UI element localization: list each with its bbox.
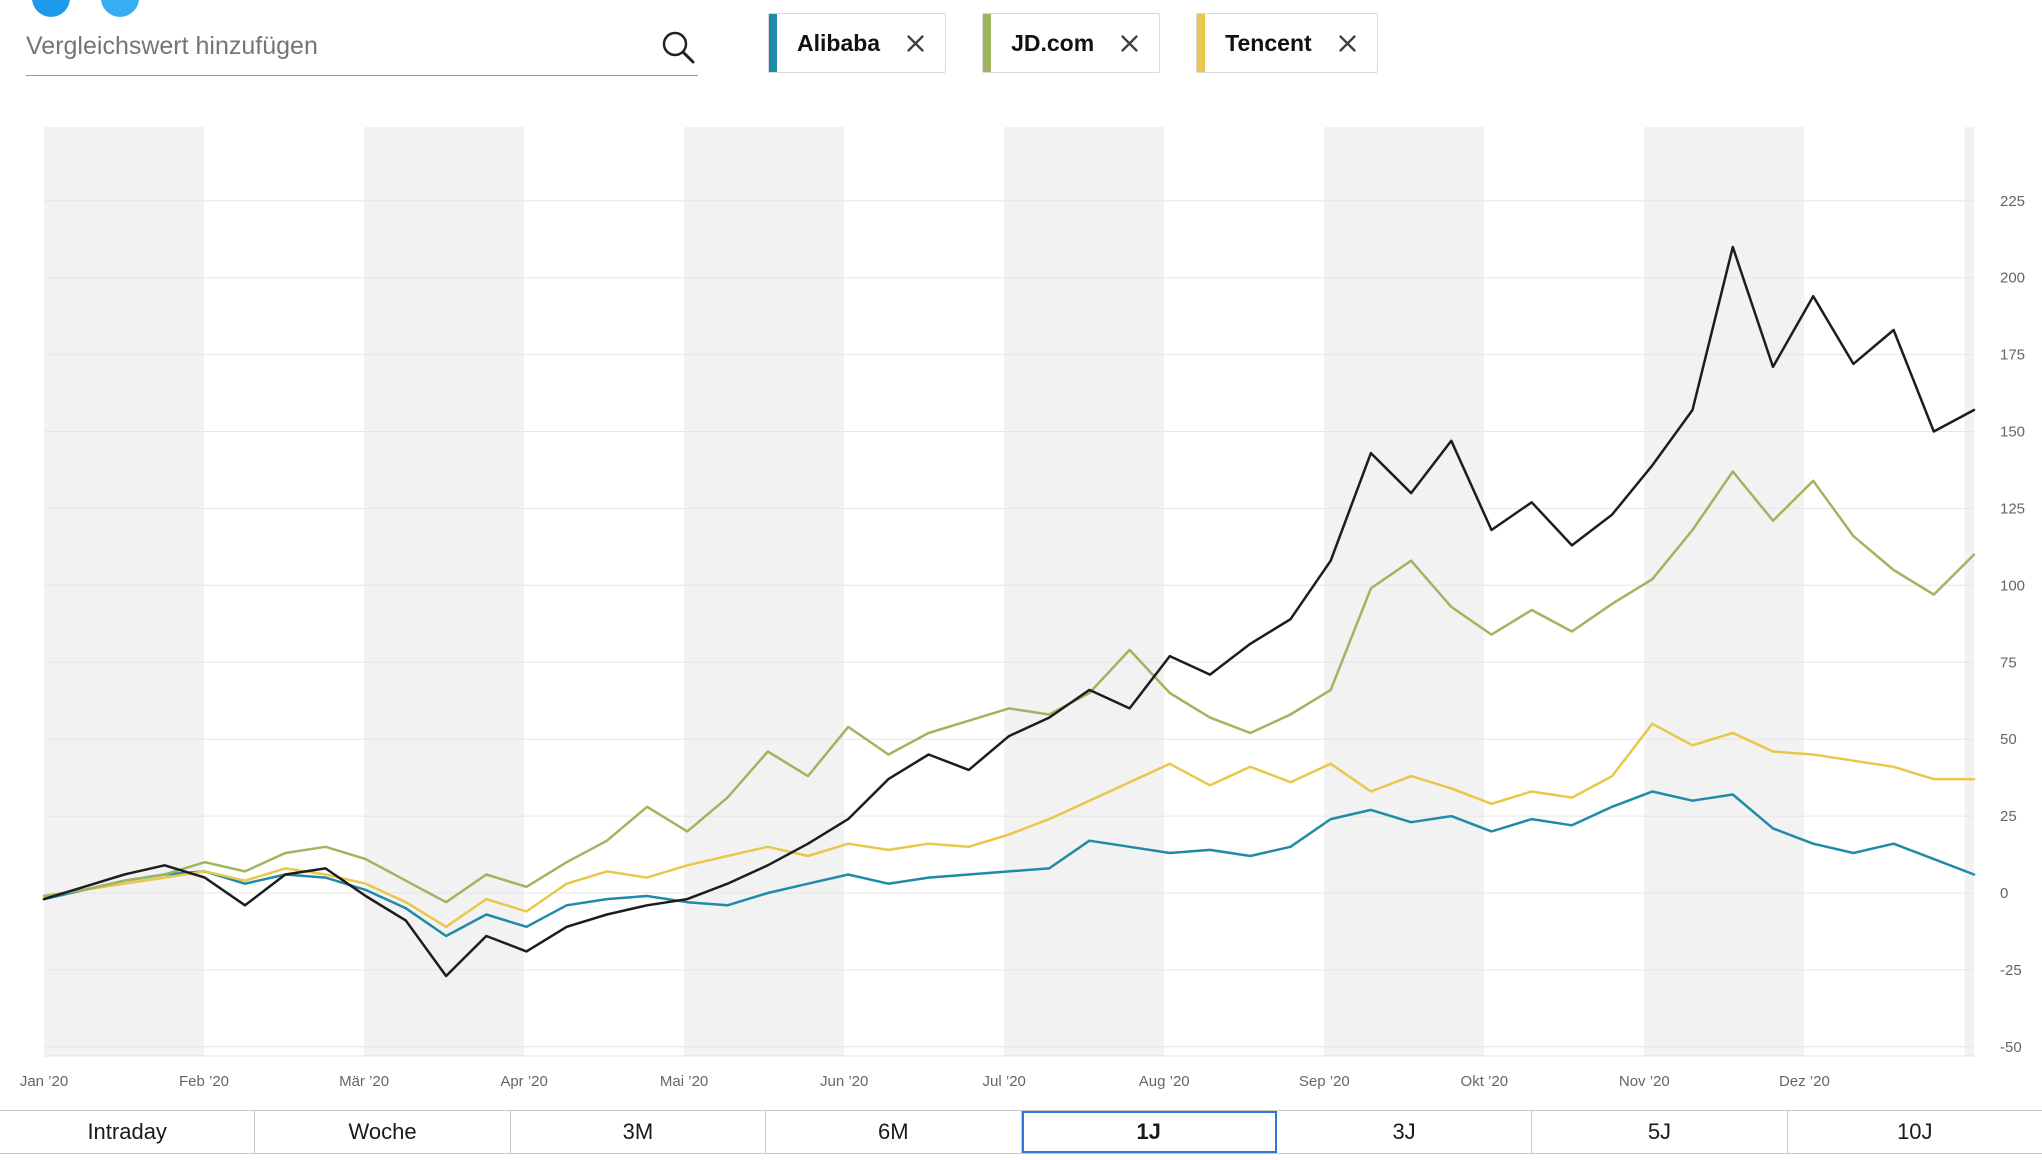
y-tick-label: -25 — [2000, 962, 2022, 979]
compare-search-field[interactable] — [26, 18, 698, 76]
x-tick-label: Feb ’20 — [179, 1073, 229, 1090]
y-tick-label: 175 — [2000, 347, 2025, 364]
tab-5j[interactable]: 5J — [1532, 1111, 1788, 1153]
y-tick-label: 225 — [2000, 193, 2025, 210]
x-tick-label: Sep ’20 — [1299, 1073, 1350, 1090]
performance-chart: 225 200 175 150 125 100 75 50 25 0 -25 -50 Jan ’20 Fe… — [20, 127, 2025, 1090]
close-icon — [907, 34, 924, 52]
x-tick-label: Okt ’20 — [1461, 1073, 1509, 1090]
x-tick-label: Mai ’20 — [660, 1073, 708, 1090]
cropped-circle-icon-1[interactable] — [32, 0, 70, 17]
x-tick-label: Aug ’20 — [1139, 1073, 1190, 1090]
tab-3j[interactable]: 3J — [1276, 1111, 1533, 1153]
chip-close-button-tencent[interactable] — [1336, 32, 1359, 55]
tab-3m[interactable]: 3M — [510, 1111, 767, 1153]
chip-alibaba: Alibaba — [768, 13, 947, 73]
series-line-tencent — [42, 722, 1976, 929]
chip-close-button-jd-com[interactable] — [1118, 32, 1141, 55]
x-tick-label: Jan ’20 — [20, 1073, 68, 1090]
chip-color-bar — [983, 14, 992, 72]
y-tick-label: 125 — [2000, 500, 2025, 517]
y-tick-label: -50 — [2000, 1039, 2022, 1056]
x-tick-label: Apr ’20 — [500, 1073, 548, 1090]
chip-color-bar — [769, 14, 777, 72]
month-stripe — [44, 127, 204, 1056]
series-line-jd-com — [42, 470, 1976, 904]
y-tick-label: 150 — [2000, 424, 2025, 441]
y-tick-label: 50 — [2000, 731, 2017, 748]
tab-6m[interactable]: 6M — [766, 1111, 1022, 1153]
tab-1j[interactable]: 1J — [1021, 1111, 1277, 1153]
month-stripe — [684, 127, 845, 1056]
timeframe-tabs: Intraday Woche 3M 6M 1J 3J 5J 10J — [0, 1110, 2042, 1154]
y-tick-label: 0 — [2000, 885, 2008, 902]
comparison-chips: Alibaba JD.com Tencent — [768, 13, 1378, 73]
y-tick-label: 200 — [2000, 270, 2025, 287]
x-tick-label: Mär ’20 — [339, 1073, 389, 1090]
tab-woche[interactable]: Woche — [255, 1111, 511, 1153]
month-stripe — [364, 127, 525, 1056]
search-input[interactable] — [26, 32, 658, 61]
series-line-alibaba — [42, 790, 1976, 938]
x-tick-label: Jun ’20 — [820, 1073, 868, 1090]
chip-label: Alibaba — [797, 29, 881, 56]
close-icon — [1339, 34, 1356, 52]
x-tick-label: Jul ’20 — [983, 1073, 1026, 1090]
search-icon[interactable] — [658, 27, 698, 67]
cropped-circle-icon-2[interactable] — [101, 0, 139, 17]
x-tick-label: Dez ’20 — [1779, 1073, 1830, 1090]
x-tick-label: Nov ’20 — [1619, 1073, 1670, 1090]
tab-intraday[interactable]: Intraday — [0, 1111, 256, 1153]
y-tick-label: 75 — [2000, 654, 2017, 671]
series-line-base-security — [42, 245, 1976, 978]
close-icon — [1121, 34, 1138, 52]
month-stripe — [1964, 127, 1974, 1056]
month-stripe — [1324, 127, 1485, 1056]
chip-label: JD.com — [1011, 29, 1095, 56]
chip-color-bar — [1197, 14, 1206, 72]
y-tick-label: 100 — [2000, 577, 2025, 594]
month-stripe — [1644, 127, 1805, 1056]
tab-10j[interactable]: 10J — [1787, 1111, 2042, 1153]
y-tick-label: 25 — [2000, 808, 2017, 825]
chip-jd-com: JD.com — [982, 13, 1161, 73]
month-stripe — [1004, 127, 1165, 1056]
chip-close-button-alibaba[interactable] — [904, 32, 927, 55]
chip-tencent: Tencent — [1196, 13, 1378, 73]
chip-label: Tencent — [1225, 29, 1312, 56]
